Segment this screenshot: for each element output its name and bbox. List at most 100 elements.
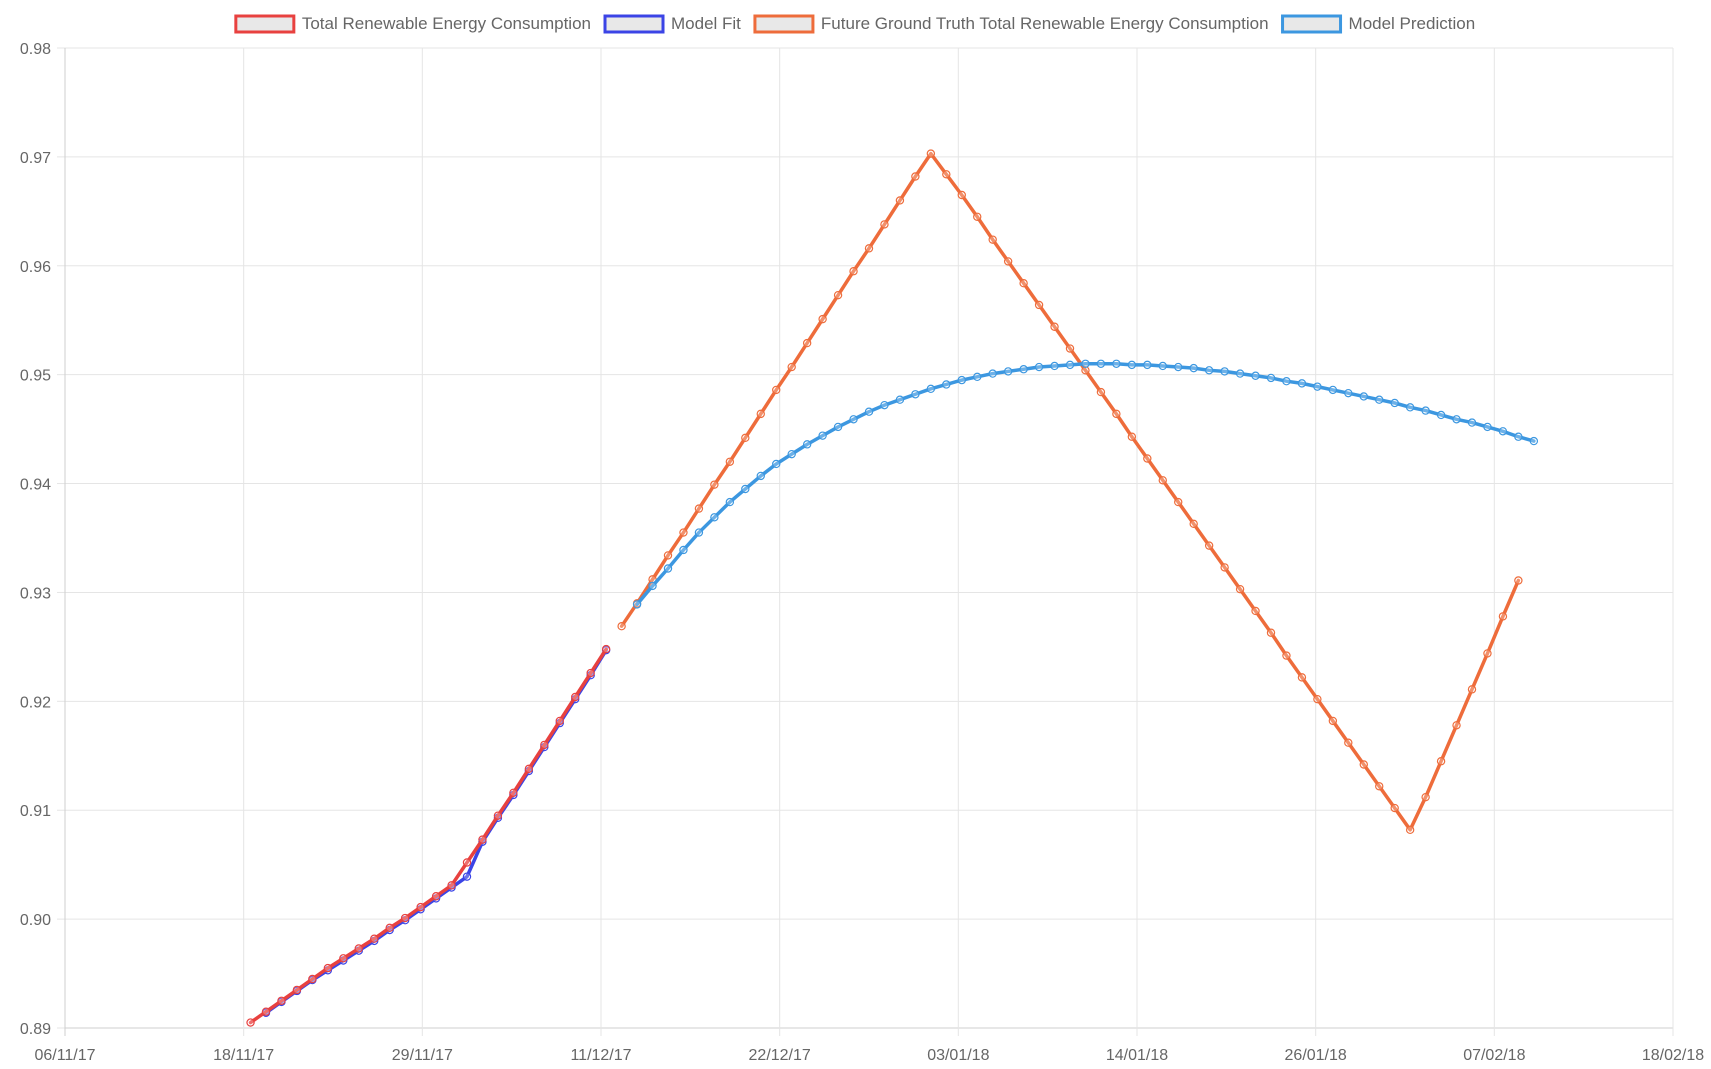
y-tick-label: 0.95 xyxy=(20,368,51,385)
y-tick-label: 0.90 xyxy=(20,912,51,929)
data-point xyxy=(1344,388,1353,398)
data-point xyxy=(1421,792,1430,802)
data-point xyxy=(926,149,936,158)
data-point xyxy=(1112,359,1121,368)
x-tick-label: 06/11/17 xyxy=(34,1047,95,1064)
data-point xyxy=(632,600,642,609)
data-point xyxy=(1081,366,1090,375)
data-point xyxy=(957,190,966,200)
axes: 0.89 0.90 0.91 0.92 0.93 0.94 0.95 0.96 0.97 0.98… xyxy=(20,41,1704,1064)
data-point xyxy=(818,314,827,324)
data-point xyxy=(1313,382,1322,391)
data-point xyxy=(1174,497,1183,507)
data-point xyxy=(540,740,549,750)
legend-item[interactable]: Total Renewable Energy Consumption xyxy=(234,14,591,34)
data-point xyxy=(911,172,920,181)
data-point xyxy=(1405,825,1415,835)
data-point xyxy=(1344,738,1353,747)
data-point xyxy=(710,480,719,489)
data-point xyxy=(679,545,688,555)
series-0 xyxy=(246,644,611,1027)
data-point xyxy=(1065,360,1075,370)
legend-swatch xyxy=(753,14,815,34)
series-line xyxy=(635,362,1536,607)
data-point xyxy=(400,913,410,923)
x-tick-label: 29/11/17 xyxy=(392,1047,453,1064)
data-point xyxy=(1514,432,1523,441)
data-point xyxy=(880,400,889,410)
x-tick-label: 26/01/18 xyxy=(1285,1047,1347,1064)
data-point xyxy=(1375,395,1384,404)
x-tick-label: 03/01/18 xyxy=(927,1047,989,1064)
data-point xyxy=(864,244,874,253)
data-point xyxy=(1220,563,1229,572)
legend-item[interactable]: Future Ground Truth Total Renewable Ener… xyxy=(753,14,1269,34)
data-point xyxy=(725,457,735,466)
data-point xyxy=(1421,406,1430,415)
data-point xyxy=(509,788,518,798)
data-point xyxy=(617,622,626,631)
data-point xyxy=(1050,322,1059,331)
data-point xyxy=(1158,476,1167,485)
data-point xyxy=(261,1007,271,1016)
data-point xyxy=(277,996,286,1005)
data-point xyxy=(555,716,564,726)
data-point xyxy=(1081,359,1090,368)
data-point xyxy=(308,974,317,984)
data-point xyxy=(679,528,688,537)
data-point xyxy=(1328,385,1338,395)
data-point xyxy=(849,267,858,276)
legend-swatch xyxy=(1281,14,1343,34)
data-point xyxy=(710,513,719,522)
data-point xyxy=(1328,716,1338,726)
data-point xyxy=(447,881,456,890)
data-point xyxy=(1375,782,1384,791)
data-point xyxy=(895,196,905,205)
data-point xyxy=(942,380,951,389)
data-point xyxy=(1313,694,1322,704)
y-tick-label: 0.92 xyxy=(20,694,51,711)
data-point xyxy=(1189,363,1198,373)
data-point xyxy=(1235,584,1245,594)
data-point xyxy=(694,504,704,513)
data-point xyxy=(772,459,781,469)
x-tick-label: 14/01/18 xyxy=(1106,1047,1168,1064)
series-line xyxy=(264,648,608,1015)
data-point xyxy=(1467,685,1477,694)
data-point xyxy=(1050,361,1059,371)
data-point xyxy=(1390,803,1399,813)
data-point xyxy=(354,944,363,953)
data-point xyxy=(988,369,997,378)
legend-swatch xyxy=(234,14,296,34)
data-point xyxy=(339,954,348,963)
legend-item[interactable]: Model Prediction xyxy=(1281,14,1476,34)
data-point xyxy=(787,449,796,459)
data-point xyxy=(973,212,982,221)
data-point xyxy=(833,290,843,300)
series-2 xyxy=(617,149,1523,835)
legend-label: Model Fit xyxy=(671,14,741,33)
data-point xyxy=(818,431,827,440)
data-point xyxy=(586,668,595,678)
data-point xyxy=(1514,576,1523,585)
legend-item[interactable]: Model Fit xyxy=(603,14,741,34)
x-tick-label: 18/02/18 xyxy=(1642,1047,1704,1064)
data-point xyxy=(1034,300,1044,310)
data-point xyxy=(462,872,472,881)
legend: Total Renewable Energy Consumption Model … xyxy=(234,14,1476,34)
data-point xyxy=(1220,367,1229,376)
data-point xyxy=(1003,257,1013,266)
data-point xyxy=(385,923,394,933)
data-point xyxy=(1467,418,1477,427)
data-point xyxy=(1266,373,1276,383)
x-tick-label: 07/02/18 xyxy=(1463,1047,1525,1064)
data-point xyxy=(1483,649,1492,658)
legend-swatch xyxy=(603,14,665,34)
data-point xyxy=(663,564,673,573)
data-point xyxy=(1204,541,1214,550)
series-3 xyxy=(632,359,1539,609)
data-point xyxy=(1390,398,1399,408)
legend-label: Total Renewable Energy Consumption xyxy=(302,14,591,33)
